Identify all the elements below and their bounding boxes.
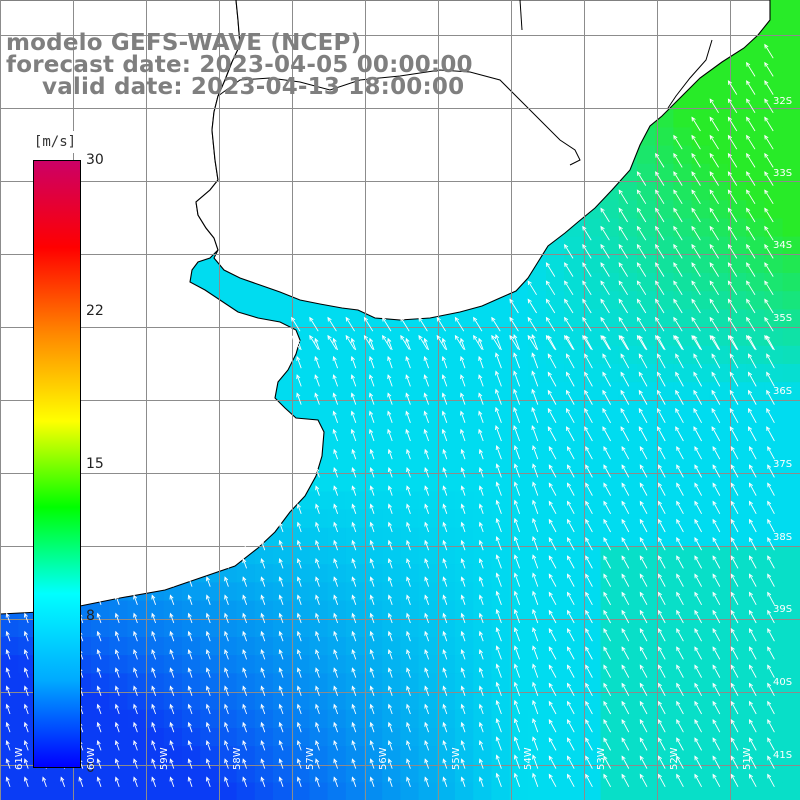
lon-label: 55W [451,747,462,770]
lon-label: 51W [742,747,753,770]
forecast-date: forecast date: 2023-04-05 00:00:00 [6,52,473,78]
valid-date: valid date: 2023-04-13 18:00:00 [42,74,465,100]
colorbar-tick-22: 22 [86,303,104,319]
colorbar-unit: [m/s] [31,131,79,153]
lat-label: 41S [773,750,793,761]
lat-label: 34S [773,240,793,251]
colorbar-tick-15: 15 [86,456,104,472]
lat-label: 37S [773,459,793,470]
lat-label: 35S [773,313,793,324]
land-mass [0,0,771,615]
colorbar-tick-0: 0 [86,760,95,776]
lon-label: 60W [86,747,97,770]
lon-label: 54W [523,747,534,770]
wind-arrows [5,43,775,788]
colorbar-tick-8: 8 [86,608,95,624]
model-title: modelo GEFS-WAVE (NCEP) [6,30,362,56]
lat-label: 38S [773,532,793,543]
lon-label: 61W [14,747,25,770]
lat-label: 36S [773,386,793,397]
lat-label: 40S [773,677,793,688]
lon-label: 53W [596,747,607,770]
lat-label: 32S [773,96,793,107]
lat-label: 33S [773,168,793,179]
lat-label: 39S [773,604,793,615]
lon-label: 56W [378,747,389,770]
lon-label: 57W [305,747,316,770]
lon-label: 58W [232,747,243,770]
colorbar [33,160,81,768]
lon-label: 59W [159,747,170,770]
lon-label: 52W [669,747,680,770]
colorbar-tick-30: 30 [86,152,104,168]
